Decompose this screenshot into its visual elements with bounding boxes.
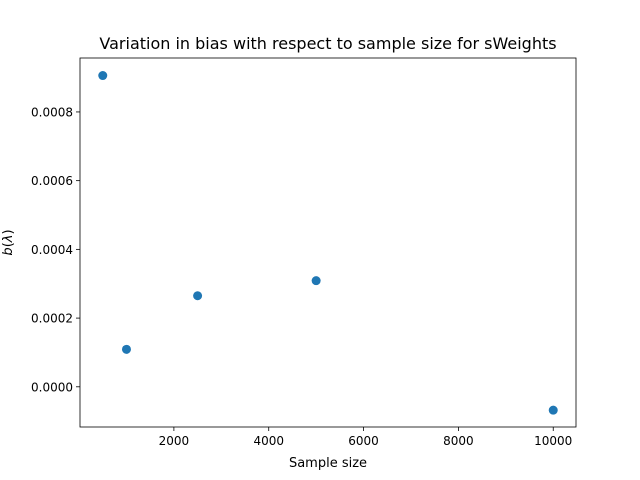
data-point	[98, 71, 108, 81]
y-tick-label: 0.0000	[31, 380, 73, 394]
y-tick-label: 0.0006	[31, 174, 73, 188]
y-tick-label: 0.0002	[31, 312, 73, 326]
x-tick-label: 2000	[159, 434, 190, 448]
x-tick-label: 10000	[534, 434, 572, 448]
x-tick-label: 8000	[443, 434, 474, 448]
x-axis: 2000 4000 6000 8000 10000	[159, 427, 572, 448]
y-axis-label-paren-open: (	[1, 242, 16, 247]
x-tick-label: 4000	[253, 434, 284, 448]
y-axis-label-paren-close: )	[1, 229, 16, 234]
y-axis: 0.0000 0.0002 0.0004 0.0006 0.0008	[31, 105, 80, 394]
y-axis-label-lambda: λ	[1, 235, 16, 244]
data-points	[98, 71, 558, 415]
data-point	[193, 291, 203, 301]
chart-title: Variation in bias with respect to sample…	[99, 34, 556, 53]
y-tick-label: 0.0004	[31, 243, 73, 257]
plot-area	[79, 57, 577, 428]
y-axis-label-var: b	[1, 247, 16, 255]
y-axis-label: b(λ)	[1, 229, 16, 255]
data-point	[548, 405, 558, 415]
data-point	[121, 344, 131, 354]
y-tick-label: 0.0008	[31, 105, 73, 119]
x-tick-label: 6000	[348, 434, 379, 448]
data-point	[311, 276, 321, 286]
x-axis-label: Sample size	[289, 456, 367, 471]
